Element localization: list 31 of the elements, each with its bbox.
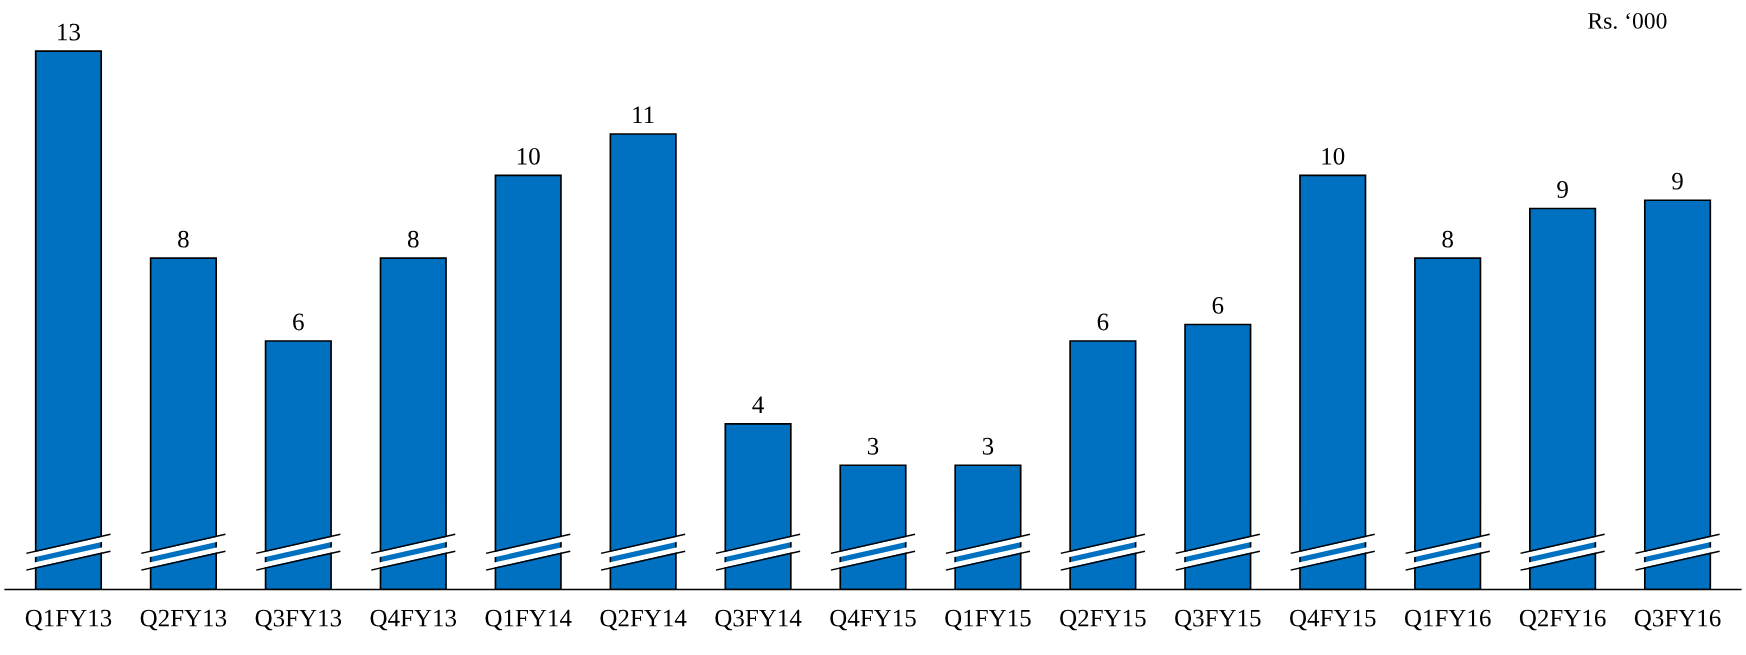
data-label: 9	[1557, 181, 1568, 198]
x-tick-label: Q2FY15	[1060, 609, 1146, 631]
data-label: 8	[407, 230, 419, 248]
data-label: 3	[982, 437, 994, 455]
data-label: 6	[1097, 313, 1109, 331]
data-label: 10	[1322, 147, 1345, 165]
x-tick-label: Q1FY16	[1404, 609, 1491, 631]
text: Rs. ‘000	[1588, 12, 1667, 29]
data-label: 3	[867, 437, 879, 455]
x-tick-label: Q4FY15	[1290, 609, 1376, 631]
data-label: 8	[1442, 230, 1453, 248]
x-tick-label: Q3FY15	[1175, 609, 1261, 631]
data-label: 6	[1212, 297, 1224, 314]
data-label: 10	[517, 147, 540, 165]
x-tick-label: Q2FY13	[140, 609, 227, 631]
x-tick-label: Q2FY16	[1519, 609, 1606, 631]
data-label: 4	[752, 396, 764, 413]
x-tick-label: Q4FY15	[830, 609, 916, 631]
data-label: 13	[58, 23, 80, 41]
x-tick-label: Q3FY16	[1634, 609, 1721, 631]
data-label: 6	[293, 313, 304, 331]
data-label: 8	[178, 230, 189, 248]
x-tick-label: Q3FY14	[715, 609, 802, 631]
x-tick-label: Q2FY14	[600, 609, 687, 631]
data-label: 11	[633, 106, 654, 124]
x-tick-label: Q1FY13	[25, 609, 112, 631]
x-tick-label: Q1FY15	[945, 609, 1031, 631]
x-tick-label: Q3FY13	[255, 609, 342, 631]
x-tick-label: Q1FY14	[485, 609, 572, 631]
x-tick-label: Q4FY13	[370, 609, 457, 631]
data-label: 9	[1672, 172, 1683, 190]
